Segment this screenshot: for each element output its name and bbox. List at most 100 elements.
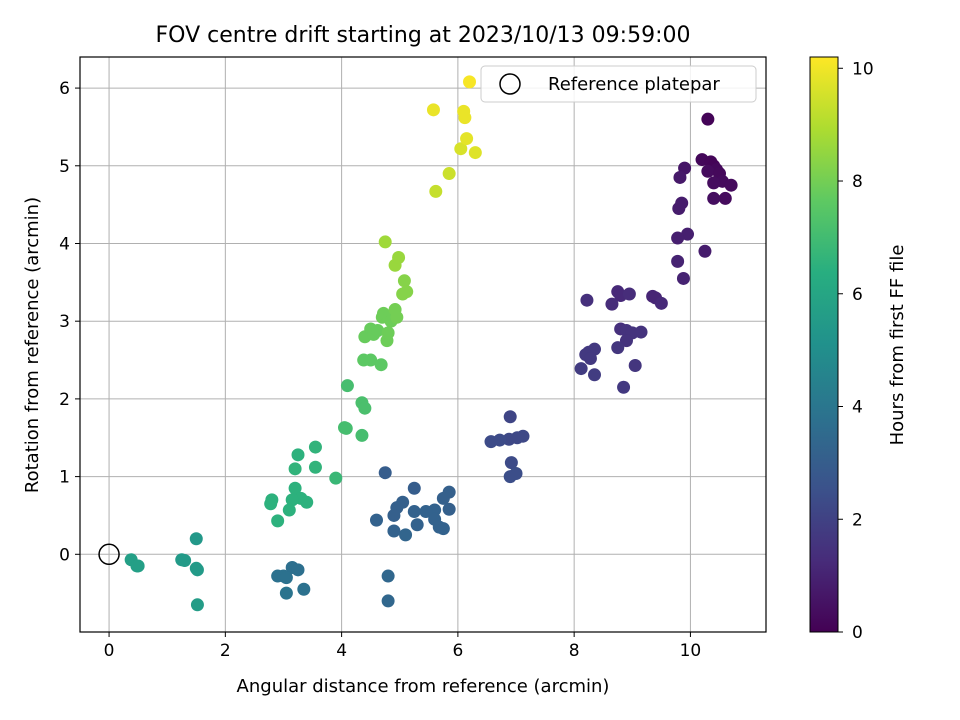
data-point [308,460,322,474]
data-point [504,456,518,470]
y-tick-label: 3 [59,312,70,332]
x-tick-label: 4 [336,641,347,661]
data-point [264,497,278,511]
data-point [617,380,631,394]
data-point [673,170,687,184]
data-point [288,462,302,476]
reference-marker-layer [98,543,120,566]
data-point [701,112,715,126]
y-axis-label: Rotation from reference (arcmin) [22,197,43,493]
data-points [124,75,738,612]
y-tick-label: 0 [59,545,70,565]
data-point [378,466,392,480]
data-point [454,142,468,156]
data-point [442,167,456,181]
data-point [583,351,597,365]
data-point [611,341,625,355]
x-tick-label: 6 [452,641,463,661]
x-axis-ticks: 0 2 4 6 8 10 [104,632,702,661]
data-point [698,244,712,258]
data-point [291,563,305,577]
data-point [724,178,738,192]
grid [80,57,766,632]
data-point [463,75,477,89]
data-point [457,104,471,118]
data-point [580,293,594,307]
data-point [279,571,293,585]
data-point [178,554,192,568]
data-point [355,428,369,442]
y-tick-label: 6 [59,79,70,99]
data-point [628,358,642,372]
data-point [718,191,732,205]
data-point [374,358,388,372]
data-point [364,353,378,367]
data-point [291,448,305,462]
data-point [574,362,588,376]
legend-reference-marker [499,73,521,95]
legend-box [480,65,757,103]
data-point [189,532,203,546]
data-point [400,285,414,299]
data-point [605,297,619,311]
data-point [282,503,296,517]
data-point [308,440,322,454]
data-point [297,582,311,596]
data-point [288,481,302,495]
x-tick-label: 10 [680,641,702,661]
data-point [340,379,354,393]
data-point [701,164,715,178]
data-point [460,132,474,146]
y-tick-label: 4 [59,234,70,254]
data-point [468,146,482,160]
data-point [588,368,601,382]
data-point [410,518,424,532]
data-point [329,471,343,485]
y-axis-ticks: 0 1 2 3 4 5 6 [59,79,80,565]
data-point [622,287,636,301]
data-point [378,235,392,249]
colorbar-tick-label: 6 [852,285,863,305]
data-point [381,326,395,340]
data-point [436,491,450,505]
data-point [672,202,686,216]
data-point [419,505,433,519]
x-tick-label: 0 [104,641,115,661]
data-point [407,505,421,519]
colorbar-tick-label: 8 [852,172,863,192]
y-tick-label: 5 [59,157,70,177]
data-point [279,586,293,600]
data-point [300,495,314,509]
data-point [676,271,690,285]
data-point [387,508,401,522]
data-point [397,274,411,288]
colorbar-tick-label: 10 [852,59,874,79]
data-point [503,410,517,424]
colorbar-ticks: 0 2 4 6 8 10 [838,59,874,643]
data-point [429,184,443,198]
y-tick-label: 2 [59,390,70,410]
data-point [681,227,695,241]
data-point [190,563,204,577]
data-point [131,559,145,573]
x-tick-label: 2 [220,641,231,661]
data-point [381,569,395,583]
data-point [436,522,450,536]
data-point [339,421,353,435]
colorbar-label: Hours from first FF file [887,245,908,446]
data-point [707,191,721,205]
x-tick-label: 8 [569,641,580,661]
colorbar-gradient [809,56,839,633]
legend-label: Reference platepar [548,74,720,95]
data-point [654,296,668,310]
reference-marker [98,543,120,566]
data-point [634,325,648,339]
data-point [190,598,204,612]
data-point [707,176,721,190]
chart-title: FOV centre drift starting at 2023/10/13 … [156,23,691,48]
data-point [484,435,498,449]
data-point [671,231,685,245]
data-point [399,528,413,542]
data-point [407,481,421,495]
